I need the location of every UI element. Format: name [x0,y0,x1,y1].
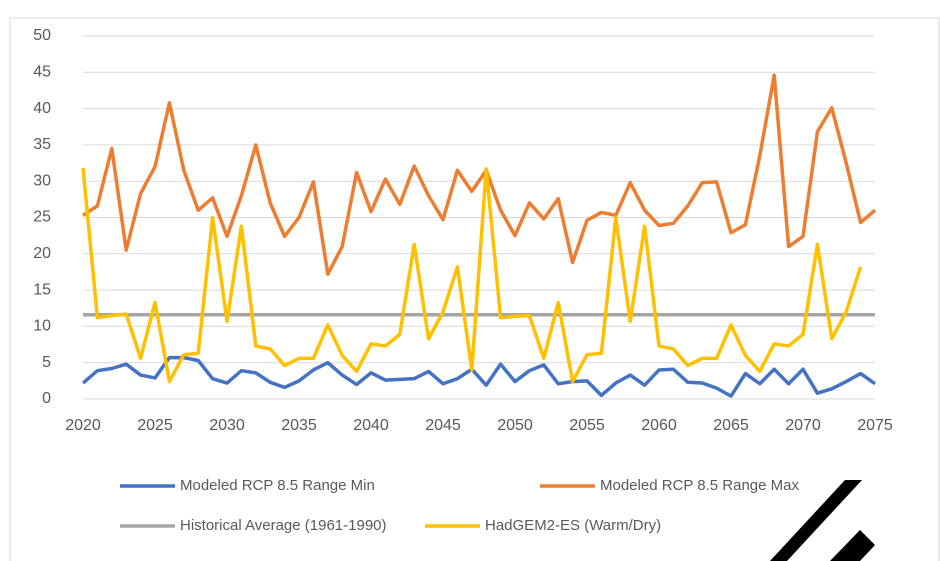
series-line [81,355,877,398]
chart-frame [9,17,940,561]
x-tick-label: 2035 [281,417,317,434]
legend-label: Historical Average (1961-1990) [180,517,387,534]
x-tick-label: 2025 [137,417,173,434]
x-tick-label: 2030 [209,417,245,434]
x-tick-label: 2050 [497,417,533,434]
y-tick-label: 30 [33,172,51,189]
legend-label: Modeled RCP 8.5 Range Min [180,477,375,494]
y-tick-label: 0 [42,390,51,407]
x-tick-label: 2075 [857,417,893,434]
x-tick-label: 2065 [713,417,749,434]
y-tick-label: 20 [33,245,51,262]
y-tick-label: 45 [33,64,51,81]
x-tick-label: 2040 [353,417,389,434]
overlay-shape [770,480,875,561]
x-tick-label: 2045 [425,417,461,434]
y-tick-label: 35 [33,136,51,153]
x-tick-label: 2020 [65,417,101,434]
y-tick-label: 5 [42,354,51,371]
x-tick-label: 2060 [641,417,677,434]
series-line [82,73,877,276]
y-tick-label: 10 [33,318,51,335]
series-line [81,167,863,384]
y-tick-label: 25 [33,209,51,226]
y-tick-label: 50 [33,27,51,44]
legend-label: Modeled RCP 8.5 Range Max [600,477,799,494]
y-tick-label: 40 [33,100,51,117]
legend-label: HadGEM2-ES (Warm/Dry) [485,517,661,534]
x-tick-label: 2070 [785,417,821,434]
y-tick-label: 15 [33,281,51,298]
x-tick-label: 2055 [569,417,605,434]
